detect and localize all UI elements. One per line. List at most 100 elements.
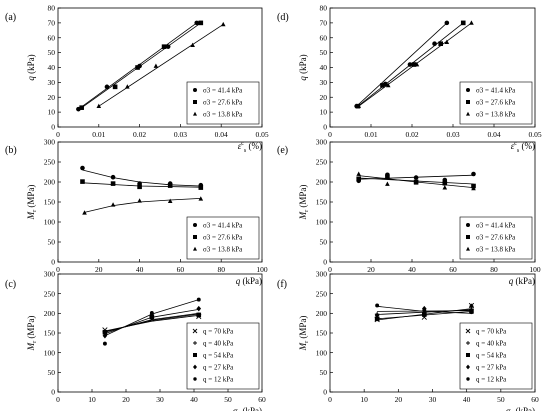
data-point	[190, 42, 195, 48]
data-point	[356, 176, 361, 182]
data-point	[422, 308, 427, 313]
x-tick-label: 60	[449, 265, 457, 274]
data-point	[110, 202, 116, 207]
y-axis-label-subscript: r	[32, 210, 38, 212]
legend-box	[186, 322, 260, 390]
legend-entry: q = 40 kPa	[203, 340, 234, 348]
data-point	[442, 185, 448, 190]
legend-marker	[466, 111, 470, 116]
y-tick-label: 70	[48, 18, 56, 27]
data-point	[442, 180, 448, 186]
x-tick-label: 40	[408, 265, 416, 274]
legend-box	[186, 81, 260, 125]
data-point	[374, 316, 380, 322]
data-point	[469, 310, 474, 315]
x-axis-label-subscript: s	[244, 148, 247, 154]
legend-entry: q = 54 kPa	[203, 352, 234, 360]
trend-line	[357, 22, 464, 107]
x-tick-label: 0.01	[92, 130, 105, 139]
y-tick-label: 50	[48, 48, 56, 57]
x-tick-label: 0	[328, 130, 332, 139]
data-point	[385, 181, 390, 186]
x-tick-label: 100	[256, 265, 268, 274]
x-tick-label: 0.03	[446, 130, 459, 139]
data-point	[469, 20, 474, 25]
series-2	[96, 21, 226, 109]
data-point	[137, 198, 142, 203]
data-point	[444, 39, 450, 45]
legend-marker	[466, 223, 470, 227]
legend-entry: q = 70 kPa	[203, 328, 234, 336]
series-1	[79, 20, 204, 110]
x-tick-label: 30	[156, 395, 164, 404]
legend-entry: q = 12 kPa	[203, 376, 234, 384]
legend-entry: σ3 = 13.8 kPa	[476, 111, 516, 119]
trend-line	[81, 22, 202, 109]
x-axis-label-symbol: q	[236, 276, 241, 286]
legend-box	[459, 81, 533, 125]
data-point	[198, 196, 204, 201]
y-tick-label: 250	[316, 289, 328, 298]
y-axis-label-unit: (MPa)	[26, 316, 36, 341]
trend-line	[356, 22, 448, 107]
y-tick-label: 80	[320, 4, 328, 13]
x-tick-label: 80	[217, 265, 225, 274]
data-point	[149, 310, 154, 315]
legend: q = 70 kPa q = 40 kPa q = 54 kPa q = 27 kPa…	[459, 322, 533, 390]
y-tick-label: 20	[320, 93, 328, 102]
data-point	[444, 20, 450, 26]
x-tick-label: 0	[56, 265, 60, 274]
legend-marker	[193, 341, 197, 345]
data-point	[110, 181, 116, 186]
x-axis-label: εcs (%)	[511, 141, 535, 154]
y-axis-label: Mr (MPa)	[298, 185, 310, 221]
y-axis-label: q (kPa)	[26, 54, 36, 80]
x-tick-label: 0.05	[528, 130, 541, 139]
data-point	[102, 329, 108, 335]
legend-marker	[465, 328, 471, 334]
x-tick-label: 100	[529, 265, 541, 274]
data-point	[380, 83, 385, 88]
legend-marker	[466, 246, 470, 251]
y-axis-label: Mr (MPa)	[26, 316, 38, 352]
y-tick-label: 0	[323, 388, 327, 397]
series-4	[102, 297, 201, 346]
x-tick-label: 60	[258, 395, 266, 404]
series-0	[354, 20, 450, 109]
legend-marker	[193, 246, 197, 251]
x-tick-label: 0.02	[405, 130, 418, 139]
panel-c: (c) 0 10 20 30 40 50 60 0 50 100 150 200 250 300 σ3 (kP…	[5, 270, 266, 411]
y-tick-label: 150	[44, 329, 56, 338]
x-tick-label: 30	[429, 395, 437, 404]
y-axis-label: Mr (MPa)	[26, 185, 38, 221]
data-point	[422, 312, 427, 317]
x-tick-label: 60	[531, 395, 539, 404]
y-tick-label: 100	[44, 348, 56, 357]
data-point	[198, 20, 204, 26]
x-axis-label-superscript: c	[241, 141, 244, 147]
legend-entry: σ3 = 27.6 kPa	[203, 234, 243, 242]
legend-entry: σ3 = 41.4 kPa	[476, 87, 516, 95]
data-point	[438, 41, 443, 46]
legend-box	[459, 216, 533, 260]
series-2	[356, 171, 476, 191]
data-point	[80, 179, 85, 184]
y-axis-label-unit: (MPa)	[298, 316, 308, 341]
data-point	[196, 305, 202, 312]
x-axis-label-superscript: c	[514, 141, 517, 147]
panel-e: (e) 0 20 40 60 80 100 0 50 100 150 200 250 300 q (kPa)…	[277, 138, 541, 286]
series-1	[355, 20, 466, 109]
x-axis-label-unit: (kPa)	[240, 406, 262, 411]
y-tick-label: 80	[48, 4, 56, 13]
y-tick-label: 150	[316, 198, 328, 207]
y-tick-label: 30	[320, 78, 328, 87]
legend-marker	[193, 364, 197, 370]
x-axis-label-symbol: ε	[511, 141, 515, 151]
y-axis-label-symbol: M	[26, 211, 36, 220]
x-tick-label: 20	[95, 265, 103, 274]
legend-entry: q = 70 kPa	[476, 328, 507, 336]
data-point	[96, 103, 102, 109]
legend-marker	[466, 364, 470, 370]
x-tick-label: 40	[463, 395, 471, 404]
